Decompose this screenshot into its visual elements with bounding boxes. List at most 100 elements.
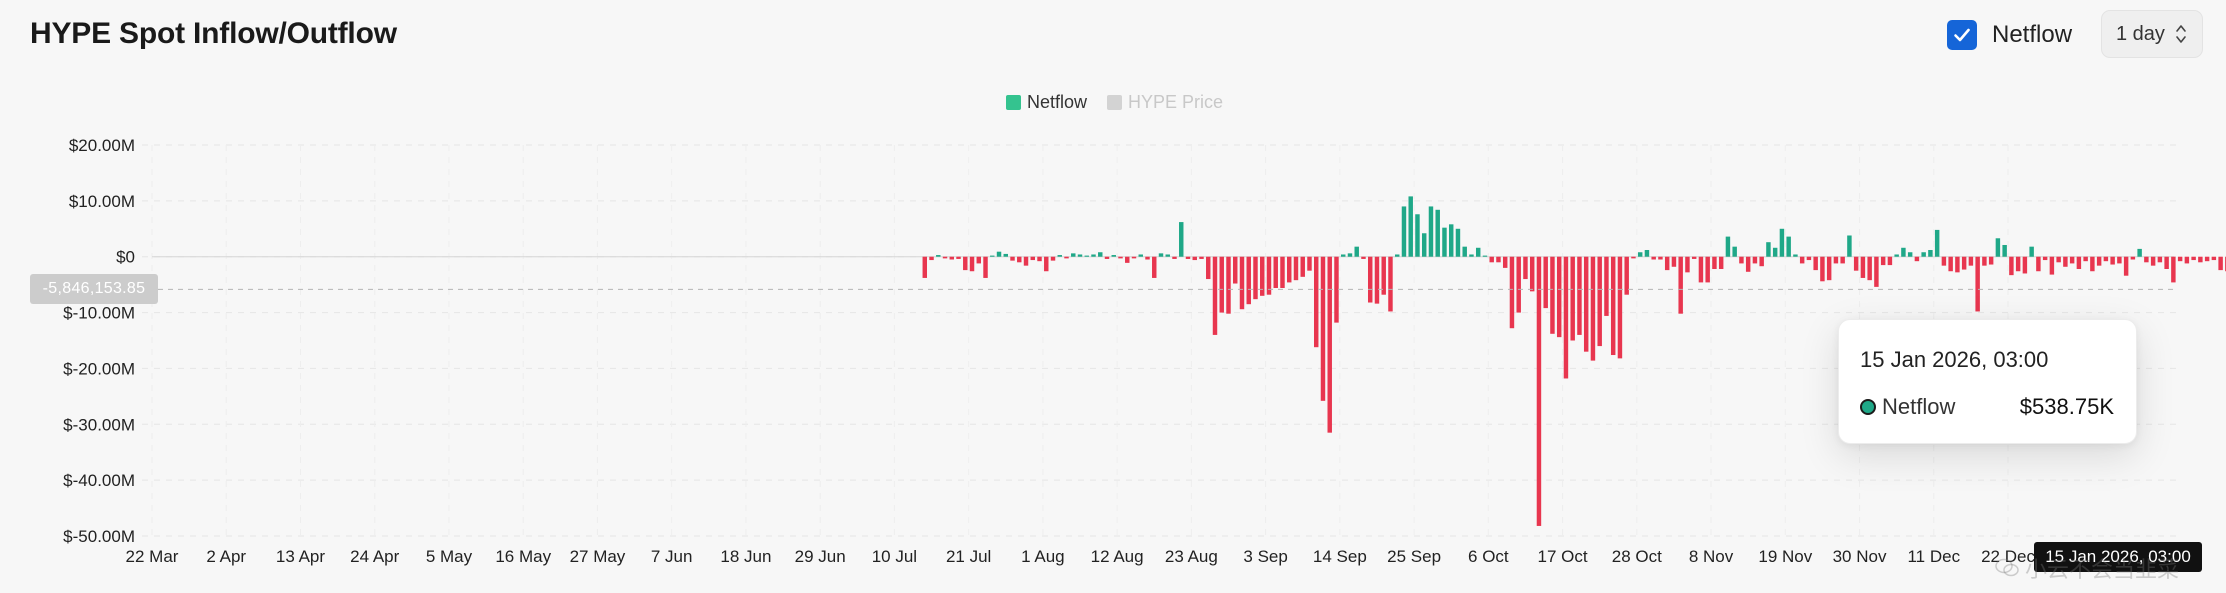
netflow-bar [1017, 256, 1022, 263]
page-title: HYPE Spot Inflow/Outflow [30, 17, 397, 50]
legend-label-hype-price: HYPE Price [1128, 91, 1224, 112]
netflow-bar [2090, 256, 2095, 272]
netflow-bar [1536, 256, 1542, 526]
netflow-bar [1671, 256, 1677, 267]
netflow-bar [1968, 256, 1974, 266]
netflow-bar [1428, 206, 1434, 257]
netflow-bar [1982, 256, 1987, 266]
netflow-bar [969, 256, 975, 272]
interval-select[interactable]: 1 day [2101, 10, 2203, 58]
netflow-bar [1442, 227, 1447, 257]
netflow-bar [1361, 256, 1366, 259]
netflow-bar [1921, 252, 1926, 257]
netflow-bar [1543, 256, 1548, 309]
netflow-toggle[interactable]: Netflow [1947, 18, 2072, 52]
x-tick-label: 23 Aug [1165, 547, 1218, 566]
netflow-bar [1786, 236, 1791, 257]
y-tick-label: $-50.00M [63, 527, 135, 546]
netflow-bar [1374, 256, 1380, 304]
netflow-bar [1799, 256, 1805, 264]
netflow-bar [2171, 256, 2176, 283]
netflow-bar [1037, 256, 1042, 262]
legend-swatch-hype-price [1107, 94, 1123, 110]
y-tick-label: $10.00M [69, 192, 135, 211]
netflow-bar [1300, 256, 1305, 277]
netflow-bar [1853, 256, 1859, 271]
netflow-bar [1860, 256, 1866, 278]
netflow-bar [1820, 256, 1825, 282]
legend-item-hype-price[interactable]: HYPE Price [1107, 92, 1223, 113]
netflow-bar [1631, 256, 1636, 259]
netflow-bar [963, 256, 968, 271]
netflow-bar [1253, 256, 1258, 300]
netflow-bar [2103, 256, 2109, 262]
netflow-bar [1394, 254, 1400, 257]
netflow-bar [2056, 256, 2061, 263]
netflow-bar [1516, 256, 1521, 313]
netflow-bar [1577, 256, 1582, 335]
crosshair-y-label: -5,846,153.85 [30, 274, 158, 304]
netflow-bar [1556, 256, 1562, 338]
netflow-bar [1421, 233, 1427, 257]
netflow-bar [1698, 256, 1704, 283]
netflow-bar [2076, 256, 2082, 270]
netflow-bar [1712, 256, 1717, 270]
netflow-bar [1131, 256, 1137, 259]
netflow-bar [2009, 256, 2014, 276]
netflow-bar [1334, 256, 1339, 323]
netflow-bar [1125, 256, 1130, 263]
netflow-bar [2211, 256, 2217, 261]
netflow-bar [1624, 256, 1629, 295]
netflow-bar [1570, 256, 1575, 341]
netflow-bar [2063, 256, 2068, 267]
netflow-bar [1091, 254, 1096, 257]
netflow-bar [1840, 256, 1845, 264]
netflow-bar [2123, 256, 2129, 276]
netflow-bar [1023, 256, 1029, 266]
netflow-bar [1057, 255, 1062, 257]
netflow-bar [1226, 256, 1231, 314]
netflow-bar [1887, 256, 1893, 266]
netflow-bar [1894, 254, 1899, 257]
netflow-bar [2191, 256, 2196, 261]
netflow-bar [1482, 255, 1488, 257]
netflow-bar [1246, 256, 1251, 305]
legend-item-netflow[interactable]: Netflow [1006, 92, 1087, 113]
netflow-checkbox[interactable] [1947, 20, 1977, 50]
x-tick-label: 5 May [426, 547, 473, 566]
netflow-bar [1509, 256, 1515, 329]
y-tick-label: $-20.00M [63, 359, 135, 378]
netflow-bar [1077, 254, 1083, 257]
x-tick-label: 17 Oct [1538, 547, 1588, 566]
netflow-bar [1320, 256, 1326, 401]
netflow-toggle-label: Netflow [1992, 21, 2073, 48]
y-tick-label: $20.00M [69, 136, 135, 155]
netflow-bar [1050, 256, 1056, 261]
netflow-bar [1098, 252, 1103, 257]
netflow-bar [1529, 256, 1535, 292]
netflow-bar [2029, 246, 2034, 257]
netflow-bar [1010, 256, 1015, 261]
netflow-bar [1685, 256, 1690, 273]
tooltip-row: Netflow $538.75K [1860, 394, 2114, 420]
tooltip-value: $538.75K [2019, 394, 2114, 419]
netflow-bar [1928, 250, 1933, 257]
netflow-bar [1327, 256, 1332, 433]
netflow-bar [1745, 256, 1751, 272]
netflow-bar [1172, 256, 1177, 259]
x-tick-label: 22 Dec [1981, 547, 2035, 566]
netflow-bar [1833, 256, 1839, 264]
netflow-bar [1718, 256, 1724, 270]
x-tick-label: 14 Sep [1313, 547, 1367, 566]
netflow-bar [1610, 256, 1616, 356]
wechat-icon [1995, 558, 2019, 577]
chart-legend: Netflow HYPE Price [1006, 90, 1243, 114]
netflow-bar [1496, 256, 1501, 263]
netflow-bar [1941, 256, 1947, 266]
netflow-bar [1152, 256, 1157, 278]
netflow-bar [936, 255, 941, 257]
y-tick-label: $-40.00M [63, 471, 135, 490]
netflow-bar [2036, 256, 2041, 272]
netflow-bar [1732, 246, 1737, 257]
